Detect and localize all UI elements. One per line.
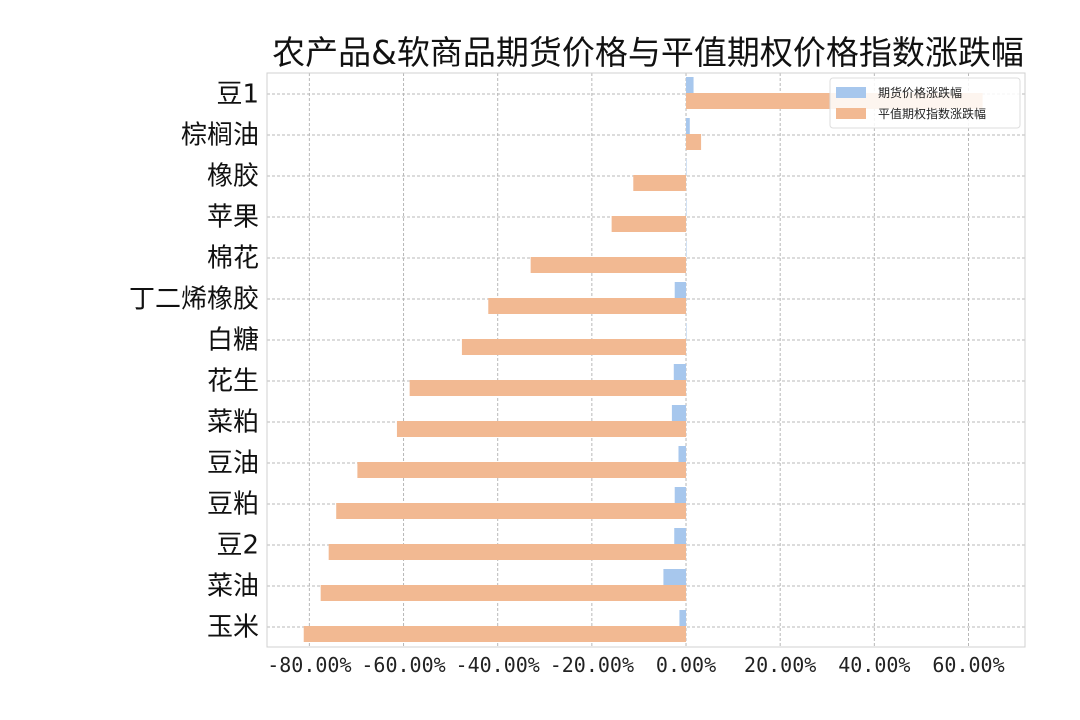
bar-options (488, 298, 687, 314)
x-tick-label: 60.00% (932, 653, 1004, 677)
bar-options (320, 585, 687, 601)
x-tick-label: -60.00% (361, 653, 445, 677)
category-label: 豆2 (216, 531, 259, 561)
category-label: 橡胶 (207, 162, 259, 192)
bar-options (396, 421, 687, 437)
legend-box (829, 77, 1021, 129)
legend-label-options: 平值期权指数涨跌幅 (878, 106, 986, 121)
bar-options (328, 544, 687, 560)
category-label: 豆1 (216, 80, 259, 110)
bar-options (461, 339, 687, 355)
category-label: 棉花 (207, 244, 259, 274)
category-label: 玉米 (207, 613, 259, 643)
bar-futures (686, 159, 687, 175)
category-label: 豆粕 (207, 490, 259, 520)
category-label: 花生 (207, 367, 259, 397)
x-tick-label: 40.00% (838, 653, 910, 677)
bar-options (686, 134, 702, 150)
category-label: 豆油 (207, 449, 259, 479)
x-tick-label: 0.00% (656, 653, 716, 677)
bar-options (530, 257, 687, 273)
bar-options (357, 462, 687, 478)
x-tick-label: -20.00% (550, 653, 634, 677)
bar-futures (679, 610, 687, 626)
grid-layer (267, 73, 1025, 647)
bar-futures (686, 77, 694, 93)
bar-futures (674, 528, 687, 544)
x-tick-label: 20.00% (744, 653, 816, 677)
bar-options (409, 380, 687, 396)
x-tick-label: -80.00% (267, 653, 351, 677)
chart-title: 农产品&软商品期货价格与平值期权价格指数涨跌幅 (272, 33, 1024, 72)
bar-futures (674, 487, 687, 503)
bar-options (303, 626, 687, 642)
x-tick-label: -40.00% (456, 653, 540, 677)
bar-futures (674, 282, 687, 298)
bar-futures (686, 118, 690, 134)
bar-futures (663, 569, 687, 585)
legend-swatch-options (836, 108, 866, 119)
bar-futures (686, 200, 687, 216)
bars-layer (303, 77, 983, 642)
x-tick-labels: -80.00% -60.00% -40.00% -20.00% 0.00% 20.00% 4… (267, 653, 1004, 677)
category-label: 白糖 (207, 326, 259, 356)
plot-frame (266, 72, 1026, 648)
bar-options (336, 503, 687, 519)
legend-label-futures: 期货价格涨跌幅 (878, 85, 962, 100)
legend-swatch-futures (836, 87, 866, 98)
category-label: 丁二烯橡胶 (129, 285, 259, 315)
legend: 期货价格涨跌幅 平值期权指数涨跌幅 (829, 77, 1021, 129)
bar-options (611, 216, 687, 232)
bar-options (633, 175, 687, 191)
bar-futures (686, 241, 687, 257)
bar-futures (671, 405, 687, 421)
category-label: 菜油 (207, 572, 259, 602)
bar-futures (678, 446, 687, 462)
bar-futures (686, 323, 687, 339)
category-label: 菜粕 (207, 408, 259, 438)
category-label: 苹果 (207, 203, 259, 233)
bar-futures (673, 364, 687, 380)
category-label: 棕榈油 (181, 121, 259, 151)
